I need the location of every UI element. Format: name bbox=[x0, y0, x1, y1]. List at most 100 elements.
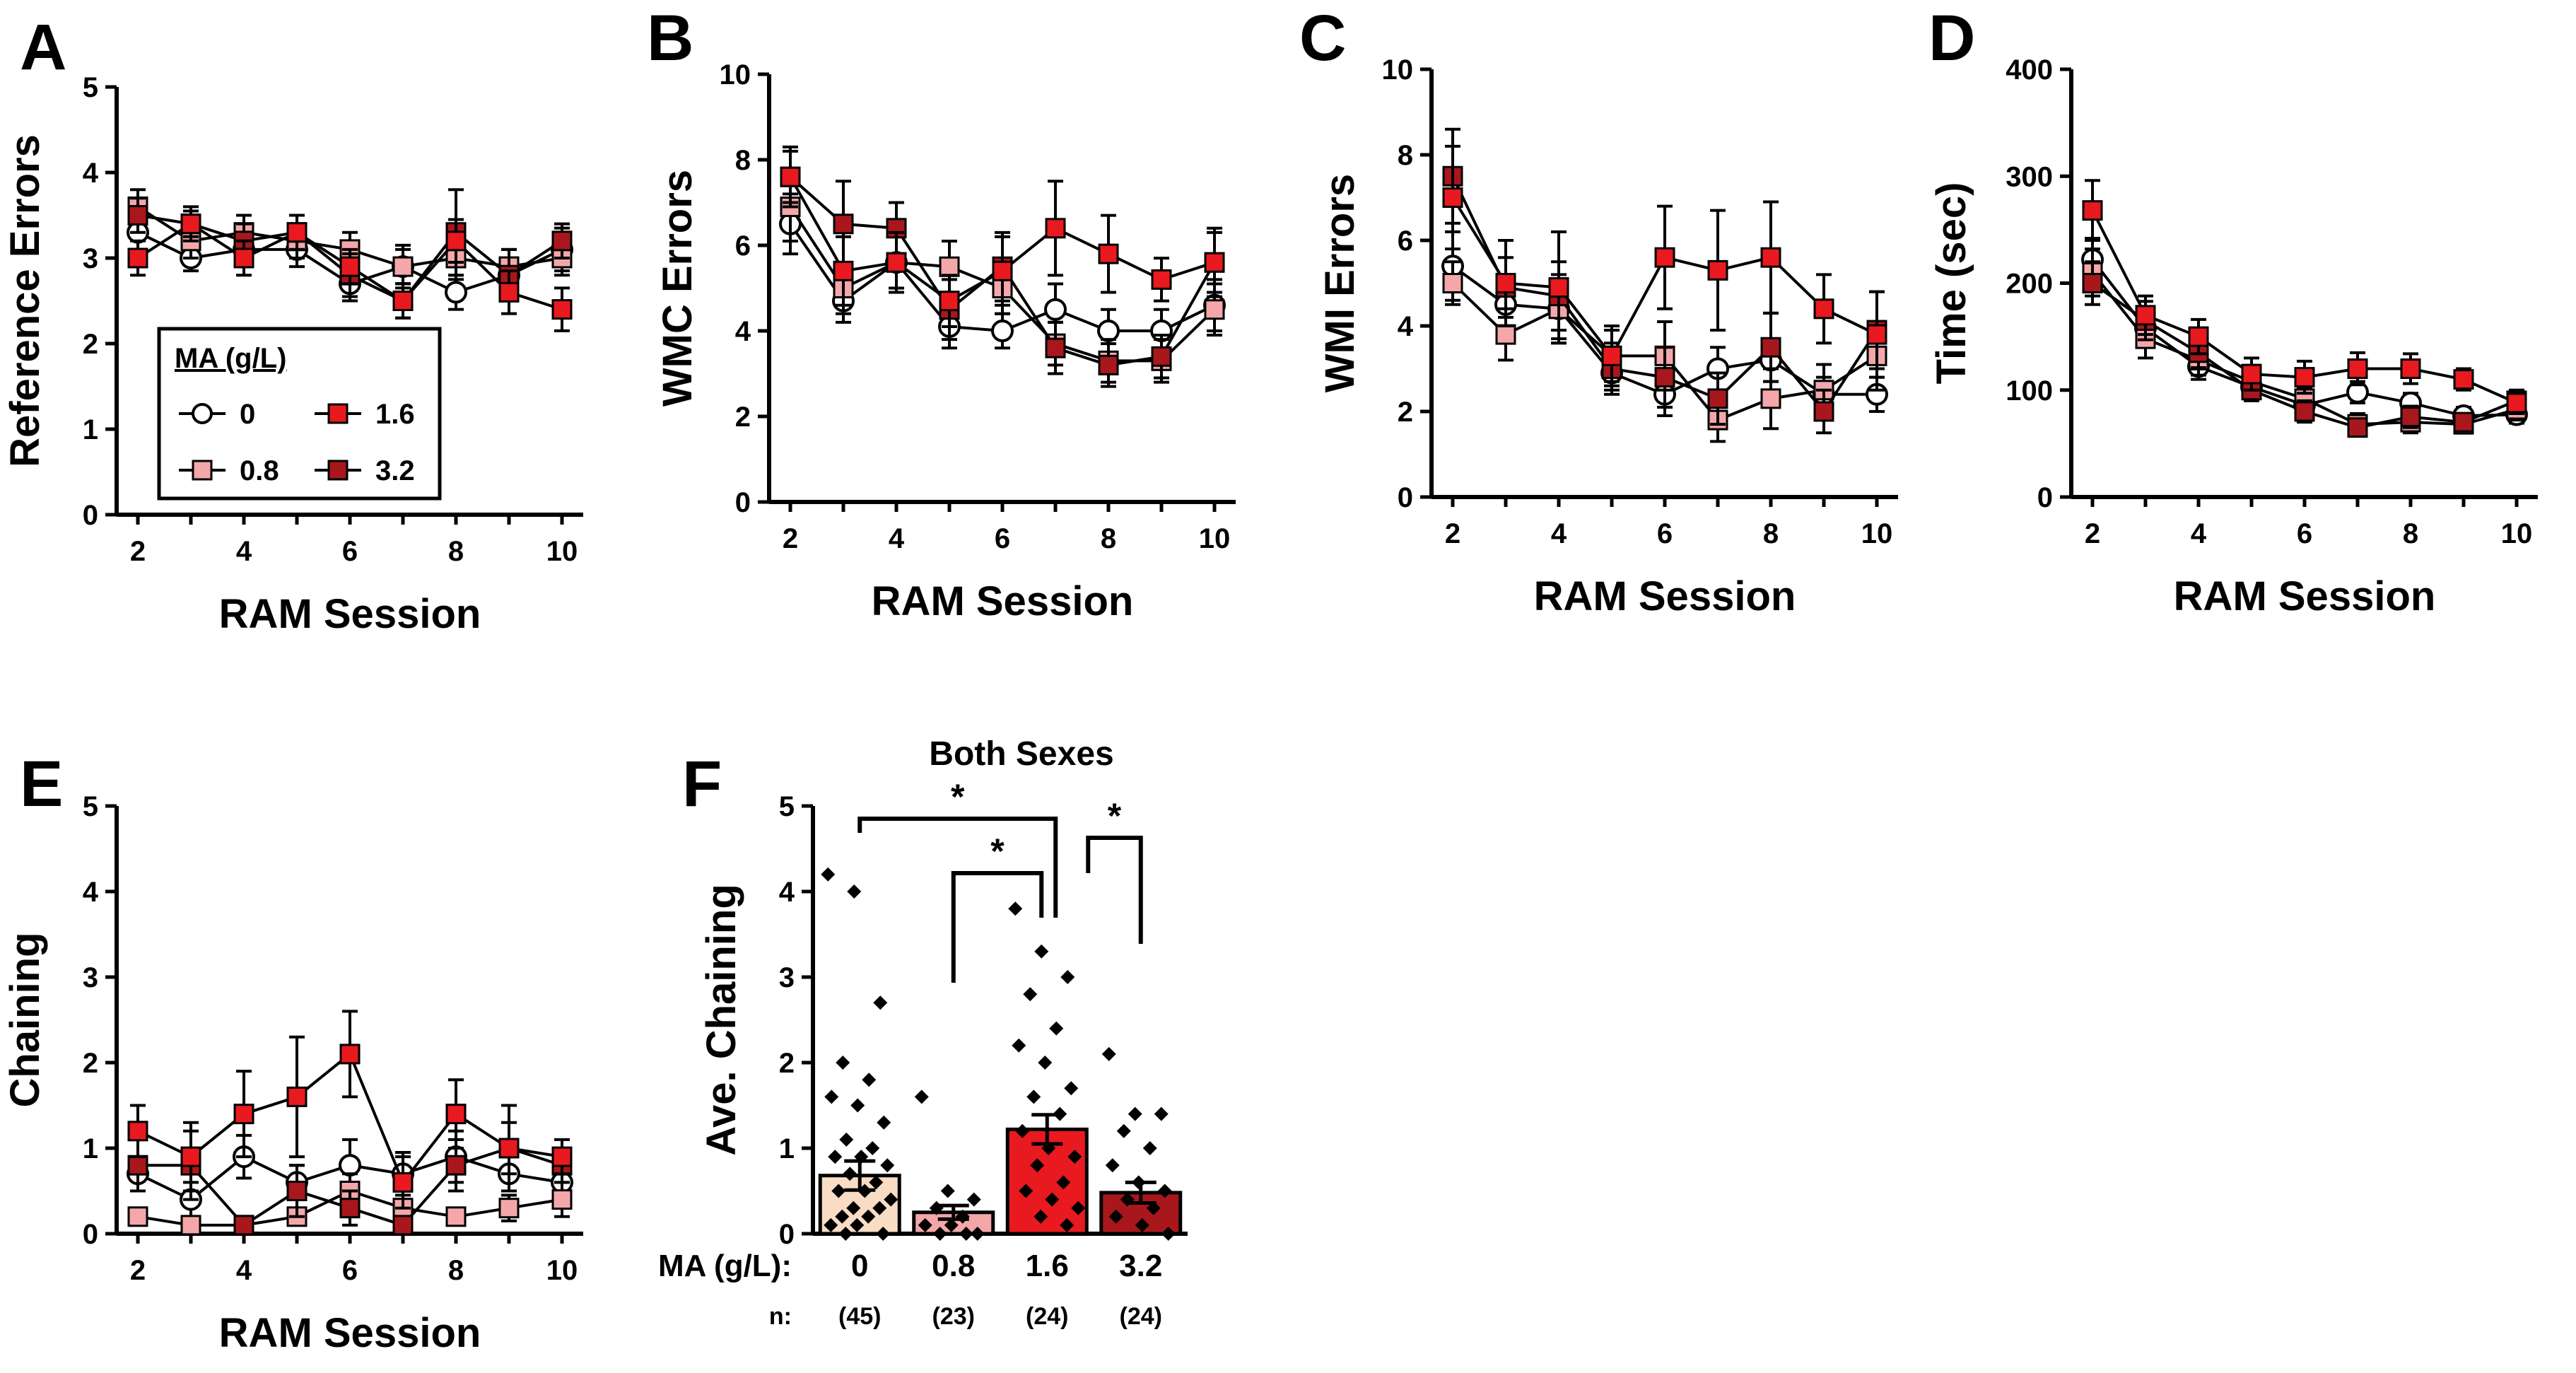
panel-f-data-point bbox=[824, 1217, 838, 1232]
panel-f-y-tick-label: 4 bbox=[779, 877, 795, 908]
panel-d-x-tick-label: 6 bbox=[2297, 518, 2312, 549]
panel-e-y-tick-label: 3 bbox=[83, 962, 98, 993]
panel-e-x-tick-label: 6 bbox=[342, 1255, 358, 1286]
panel-f-data-point bbox=[1128, 1106, 1142, 1121]
legend-marker bbox=[327, 403, 349, 424]
panel-d-y-axis-title: Time (sec) bbox=[1928, 182, 1974, 385]
panel-e-x-tick-label: 8 bbox=[448, 1255, 464, 1286]
panel-f-n-label: (45) bbox=[838, 1303, 881, 1330]
panel-f-significance-bracket bbox=[1086, 836, 1143, 944]
panel-c-y-tick-label: 4 bbox=[1398, 311, 1414, 342]
panel-e-point bbox=[551, 1146, 573, 1167]
panel-e-point bbox=[445, 1206, 467, 1227]
panel-b-y-tick-label: 0 bbox=[735, 487, 751, 518]
panel-f-data-point bbox=[1012, 1038, 1026, 1053]
panel-e-point bbox=[445, 1104, 467, 1125]
panel-e-x-tick-label: 2 bbox=[130, 1255, 146, 1286]
panel-f-significance-bracket bbox=[857, 817, 1058, 918]
panel-d-x-tick-label: 4 bbox=[2191, 518, 2207, 549]
panel-a-x-axis-title: RAM Session bbox=[219, 591, 481, 637]
panel-c-point bbox=[1760, 247, 1781, 268]
panel-e-y-tick-label: 2 bbox=[83, 1048, 98, 1079]
panel-f-data-point bbox=[861, 1209, 876, 1224]
panel-c-x-tick-label: 10 bbox=[1861, 518, 1893, 549]
panel-d-y-tick-label: 300 bbox=[2006, 161, 2053, 192]
panel-b-x-axis-title: RAM Session bbox=[872, 578, 1134, 624]
panel-d-x-axis-title: RAM Session bbox=[2174, 573, 2436, 619]
panel-c-point bbox=[1495, 273, 1516, 293]
panel-f-data-point bbox=[1030, 1158, 1045, 1173]
panel-a-point bbox=[551, 299, 573, 320]
panel-f-significance-star: * bbox=[951, 777, 965, 817]
panel-f-data-point bbox=[836, 1056, 850, 1070]
panel-f-data-point bbox=[1056, 1175, 1071, 1190]
panel-a-y-tick-label: 4 bbox=[83, 158, 99, 189]
legend-label: 0 bbox=[240, 399, 255, 430]
panel-f-data-point bbox=[1135, 1217, 1149, 1232]
panel-e-point bbox=[339, 1198, 361, 1219]
panel-c-point bbox=[1442, 273, 1463, 293]
panel-d-point bbox=[2453, 369, 2474, 390]
legend-marker bbox=[192, 460, 213, 481]
panel-f-y-tick-label: 3 bbox=[779, 962, 795, 993]
panel-d-point bbox=[2400, 358, 2421, 379]
panel-a-y-tick-label: 0 bbox=[83, 500, 98, 531]
panel-f-letter: F bbox=[682, 748, 722, 820]
panel-c-point bbox=[1654, 247, 1675, 268]
panel-f-data-point bbox=[1116, 1123, 1131, 1138]
panel-a-point bbox=[392, 256, 414, 277]
panel-b-x-tick-label: 4 bbox=[889, 523, 905, 554]
panel-f-data-point bbox=[862, 1073, 877, 1087]
panel-b-point bbox=[833, 260, 854, 281]
panel-f-y-tick-label: 0 bbox=[779, 1219, 795, 1250]
panel-e-point bbox=[180, 1215, 201, 1236]
panel-d-x-tick-label: 2 bbox=[2085, 518, 2100, 549]
panel-f-data-point bbox=[932, 1227, 947, 1241]
panel-e-point bbox=[498, 1198, 520, 1219]
panel-c-point bbox=[1601, 345, 1622, 366]
panel-f-data-point bbox=[1023, 987, 1038, 1002]
panel-e-point bbox=[498, 1138, 520, 1159]
panel-f-data-point bbox=[865, 1141, 880, 1155]
panel-a-point bbox=[445, 230, 467, 252]
panel-e-point bbox=[286, 1181, 308, 1201]
panel-a-y-axis-title: Reference Errors bbox=[2, 134, 48, 467]
panel-f-data-point bbox=[918, 1217, 932, 1232]
panel-f-data-point bbox=[1101, 1046, 1116, 1061]
panel-e-point bbox=[233, 1215, 254, 1236]
panel-e-point bbox=[127, 1155, 148, 1176]
panel-c-point bbox=[1813, 298, 1834, 320]
panel-f-y-tick-label: 5 bbox=[779, 791, 795, 822]
panel-c-point bbox=[1760, 337, 1781, 358]
panel-f-category-label: 0 bbox=[851, 1249, 868, 1283]
panel-b-y-tick-label: 4 bbox=[735, 316, 751, 347]
panel-d-x-tick-label: 8 bbox=[2403, 518, 2418, 549]
panel-c-x-tick-label: 4 bbox=[1551, 518, 1567, 549]
panel-c-point bbox=[1442, 187, 1463, 208]
legend-label: 0.8 bbox=[240, 455, 279, 486]
panel-b-x-tick-label: 6 bbox=[995, 523, 1010, 554]
panel-f-data-point bbox=[880, 1158, 895, 1173]
panel-b-point bbox=[939, 291, 960, 312]
panel-d-point bbox=[2188, 326, 2209, 347]
panel-f-data-point bbox=[944, 1217, 959, 1232]
panel-d-y-tick-label: 400 bbox=[2006, 54, 2053, 86]
panel-a-point bbox=[127, 205, 148, 226]
panel-a-point bbox=[445, 281, 467, 304]
panel-f-y-tick-label: 1 bbox=[779, 1133, 795, 1164]
panel-e-point bbox=[551, 1189, 573, 1210]
panel-d-x-tick-label: 10 bbox=[2501, 518, 2533, 549]
panel-e-point bbox=[339, 1044, 361, 1065]
panel-b-point bbox=[939, 256, 960, 277]
panel-f-data-point bbox=[1105, 1158, 1120, 1173]
panel-a-x-tick-label: 4 bbox=[236, 536, 252, 567]
panel-f-n-prefix: n: bbox=[769, 1303, 792, 1330]
panel-a-y-tick-label: 5 bbox=[83, 72, 98, 103]
panel-f-data-point bbox=[970, 1227, 985, 1241]
panel-b-y-tick-label: 8 bbox=[735, 145, 751, 176]
panel-b-point bbox=[780, 166, 801, 187]
panel-f-data-point bbox=[1060, 1217, 1075, 1232]
panel-e-point bbox=[127, 1206, 148, 1227]
panel-d-point bbox=[2347, 358, 2368, 379]
panel-b-x-tick-label: 10 bbox=[1199, 523, 1231, 554]
